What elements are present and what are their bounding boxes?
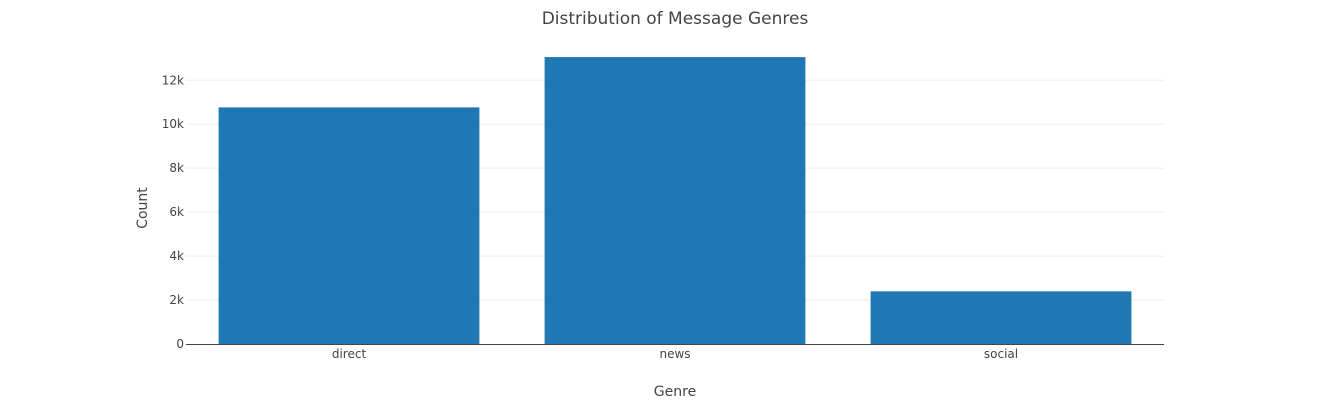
bar-social[interactable] xyxy=(870,291,1132,344)
y-axis-ticks: 0 2k 4k 6k 8k 10k 12k xyxy=(162,73,184,351)
x-axis-title: Genre xyxy=(654,384,696,400)
x-tick-label: news xyxy=(659,347,690,361)
y-tick-label: 8k xyxy=(169,161,184,175)
y-axis-title: Count xyxy=(135,187,151,229)
bar-news[interactable] xyxy=(544,57,806,344)
x-axis-ticks: direct news social xyxy=(332,347,1018,361)
x-tick-label: social xyxy=(984,347,1018,361)
y-tick-label: 10k xyxy=(162,117,184,131)
y-tick-label: 12k xyxy=(162,73,184,87)
y-tick-label: 0 xyxy=(176,337,184,351)
bar-direct[interactable] xyxy=(218,107,480,344)
chart-title: Distribution of Message Genres xyxy=(542,9,809,29)
y-tick-label: 6k xyxy=(169,205,184,219)
y-tick-label: 4k xyxy=(169,249,184,263)
x-tick-label: direct xyxy=(332,347,367,361)
y-tick-label: 2k xyxy=(169,293,184,307)
bars xyxy=(218,57,1132,344)
